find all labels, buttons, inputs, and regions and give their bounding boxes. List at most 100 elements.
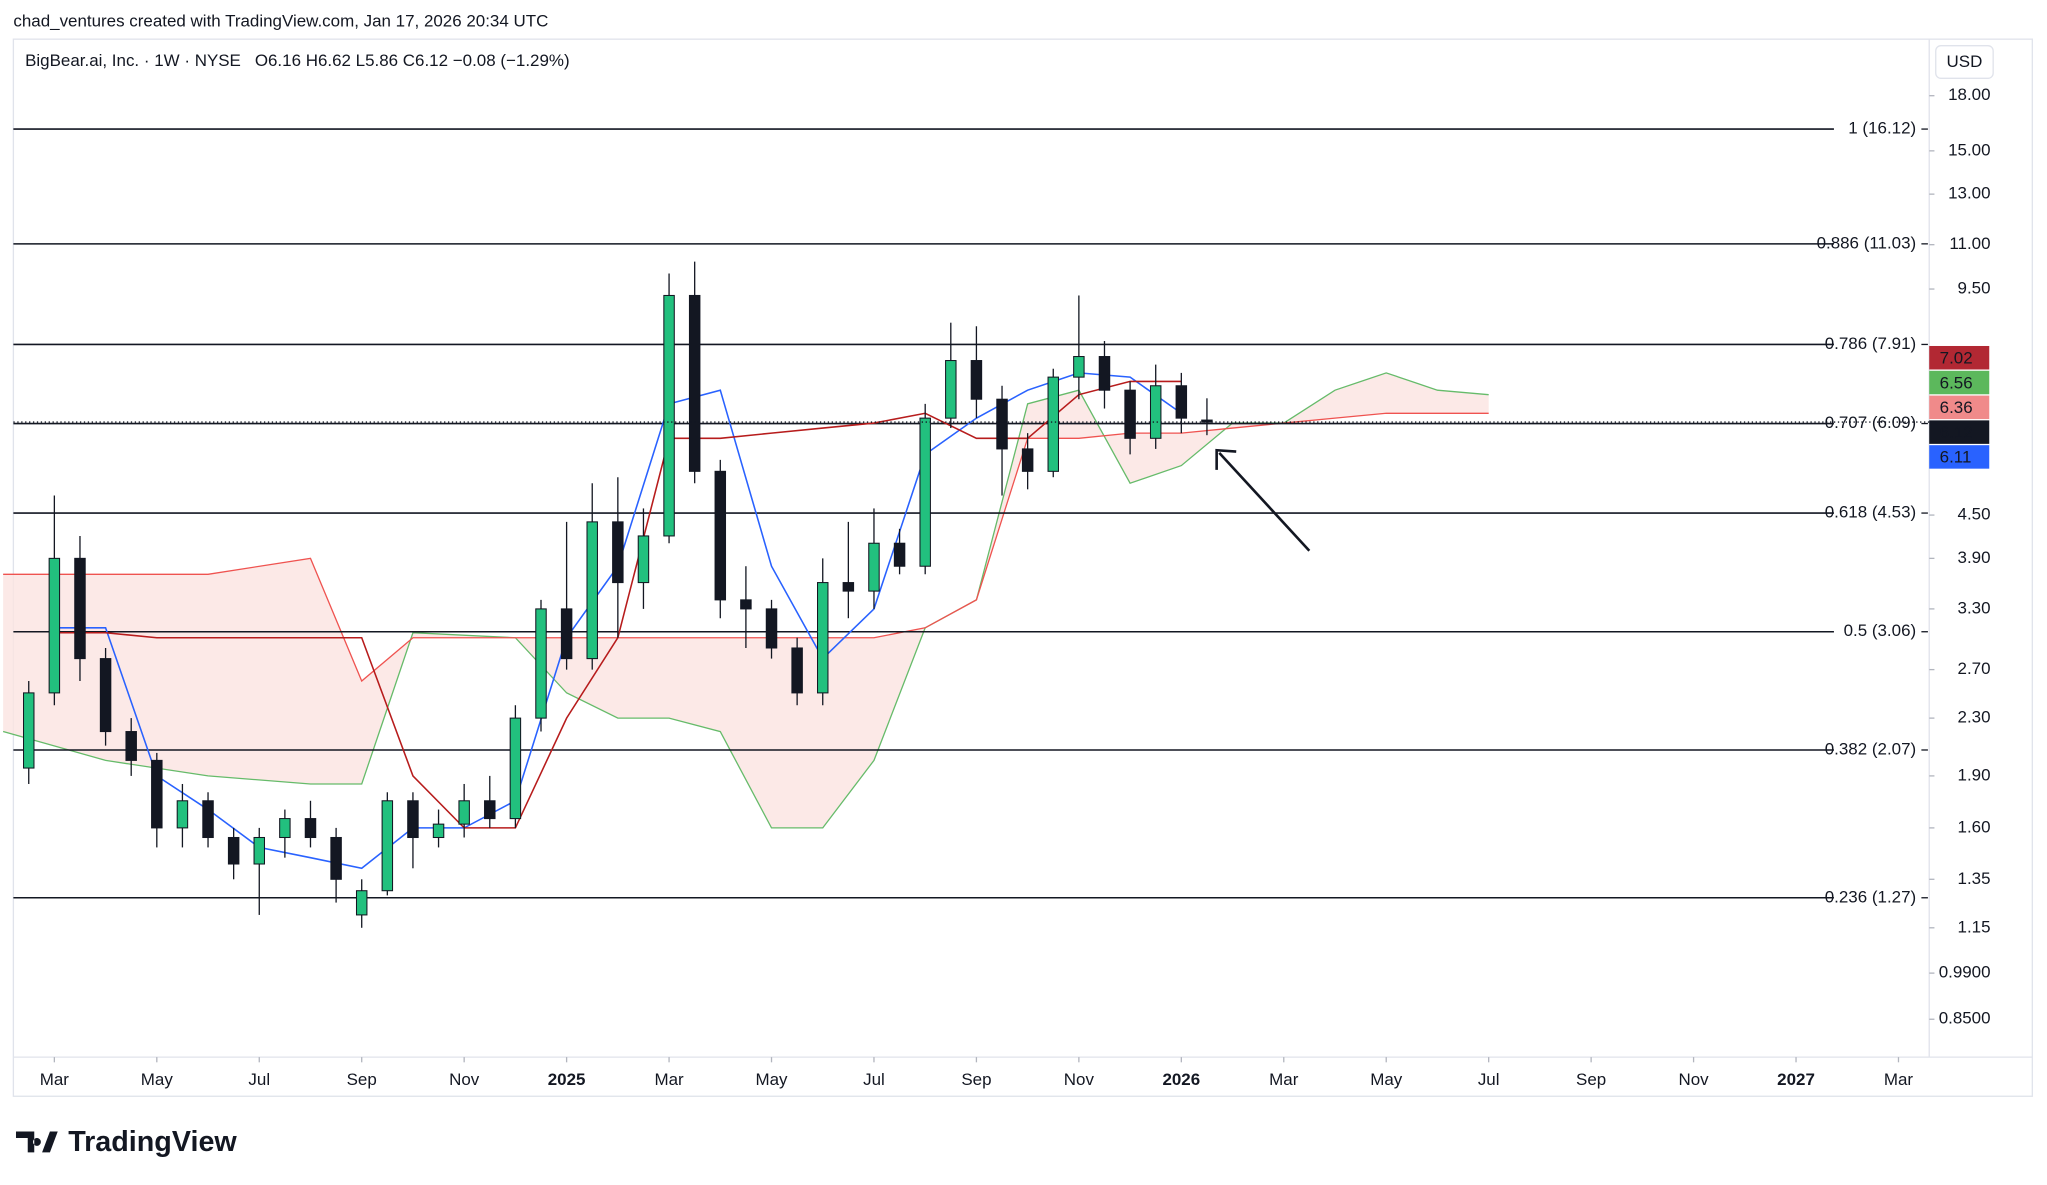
candle-body — [355, 890, 368, 916]
x-tick-label: May — [1370, 1070, 1403, 1089]
y-tick-label: 13.00 — [1948, 184, 1990, 203]
attribution: chad_ventures created with TradingView.c… — [13, 12, 548, 31]
plot-area: 18.00 15.00 13.00 11.00 9.50 4.50 3.90 3.30 2.70… — [2, 85, 1991, 1089]
x-tick-label: Mar — [40, 1070, 70, 1089]
candle-body — [381, 800, 394, 892]
y-tick-label: 4.50 — [1958, 505, 1991, 524]
candle-body — [535, 608, 547, 719]
ohlc-legend: O6.16 H6.62 L5.86 C6.12 −0.08 (−1.29%) — [255, 51, 570, 70]
candle-body — [1124, 389, 1136, 439]
candle-body — [996, 398, 1008, 450]
candle-body — [458, 800, 470, 825]
price-badge — [1929, 370, 1990, 395]
candle-body — [279, 818, 291, 839]
candle-body — [586, 521, 598, 660]
fib-label: 0.886 (11.03) — [1817, 233, 1917, 252]
x-tick-label: Jul — [248, 1070, 270, 1089]
x-tick-label: Nov — [1064, 1070, 1095, 1089]
candle-body — [1175, 385, 1188, 419]
price-badge — [1929, 445, 1990, 469]
candle-body — [1149, 385, 1162, 439]
cloud-fill — [3, 372, 1489, 828]
candle-body — [202, 800, 214, 839]
y-tick-label: 1.90 — [1958, 765, 1991, 784]
candle-body — [560, 608, 573, 660]
x-tick-label: 2026 — [1162, 1070, 1200, 1089]
candle-body — [304, 818, 317, 839]
brand-logo: TradingView — [15, 1126, 237, 1158]
candle-body — [663, 294, 675, 537]
x-tick-label: Jul — [863, 1070, 885, 1089]
y-tick-label: 11.00 — [1949, 234, 1990, 253]
candle-body — [714, 470, 727, 601]
y-tick-label: 1.60 — [1958, 817, 1991, 836]
candle-body — [893, 542, 906, 567]
candle-body — [1073, 356, 1085, 378]
price-badge-label: 6.56 — [1940, 373, 1973, 392]
x-tick-label: Nov — [449, 1070, 480, 1089]
y-tick-label: 15.00 — [1948, 140, 1990, 159]
candle-body — [970, 360, 983, 400]
candle-body — [868, 542, 880, 592]
y-tick-label: 2.30 — [1958, 708, 1991, 727]
candle-body — [484, 800, 496, 820]
candle-body — [842, 582, 855, 592]
candle-body — [99, 658, 112, 733]
x-tick-label: Sep — [1576, 1070, 1606, 1089]
candle-body — [945, 360, 957, 419]
candle-body — [227, 836, 240, 865]
candle-body — [432, 823, 445, 839]
candle-body — [125, 731, 137, 761]
fib-label: 0.618 (4.53) — [1825, 503, 1916, 522]
currency-button[interactable] — [1935, 45, 1994, 79]
candle-body — [23, 692, 35, 769]
candle-body — [253, 836, 266, 865]
fib-label: 1 (16.12) — [1848, 119, 1916, 138]
x-tick-label: Sep — [961, 1070, 991, 1089]
fib-label: 0.5 (3.06) — [1844, 621, 1917, 640]
x-tick-label: Nov — [1679, 1070, 1710, 1089]
x-tick-label: Mar — [1884, 1070, 1914, 1089]
candle-body — [688, 294, 701, 472]
candle-body — [407, 800, 419, 839]
price-badge-label: 6.36 — [1940, 398, 1973, 417]
y-tick-label: 0.8500 — [1939, 1009, 1991, 1028]
fib-label: 0.382 (2.07) — [1825, 739, 1916, 758]
price-badge-label: 7.02 — [1940, 349, 1973, 368]
fib-label: 0.786 (7.91) — [1825, 334, 1916, 353]
candle-body — [765, 608, 778, 649]
candle-body — [1021, 448, 1034, 472]
x-tick-label: Sep — [347, 1070, 377, 1089]
currency: USD — [1947, 52, 1983, 71]
brand-name: TradingView — [68, 1126, 237, 1158]
candle-body — [330, 836, 342, 880]
x-tick-label: Mar — [654, 1070, 684, 1089]
candle-body — [612, 521, 624, 584]
x-tick-label: May — [141, 1070, 174, 1089]
price-badge — [1929, 420, 1990, 444]
y-tick-label: 2.70 — [1958, 659, 1991, 678]
x-tick-label: Jul — [1478, 1070, 1500, 1089]
price-badge-label: 6.11 — [1940, 448, 1972, 467]
candle-body — [176, 800, 189, 829]
y-tick-label: 3.30 — [1958, 598, 1991, 617]
candle-body — [817, 582, 829, 694]
brand-icon — [15, 1131, 58, 1153]
y-tick-label: 0.9900 — [1939, 963, 1991, 982]
annotation-arrow — [1218, 451, 1311, 552]
x-tick-label: 2027 — [1777, 1070, 1815, 1089]
y-tick-label: 3.90 — [1958, 548, 1991, 567]
candle-body — [791, 647, 803, 694]
candle-body — [637, 535, 650, 584]
candle-body — [1047, 376, 1060, 472]
price-badge-label: 6.12 — [1940, 423, 1973, 442]
candle-body — [74, 557, 86, 660]
candle-body — [740, 599, 752, 610]
chart-frame — [12, 38, 2033, 1097]
candle-body — [509, 717, 522, 820]
y-tick-label: 1.35 — [1958, 869, 1991, 888]
candle-body — [151, 759, 163, 829]
